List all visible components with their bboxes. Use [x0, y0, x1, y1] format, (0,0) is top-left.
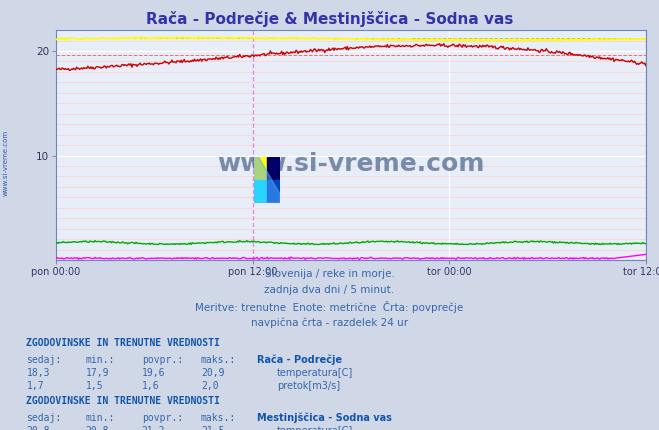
- Text: 20,9: 20,9: [201, 368, 225, 378]
- Text: temperatura[C]: temperatura[C]: [277, 368, 353, 378]
- Text: temperatura[C]: temperatura[C]: [277, 426, 353, 430]
- Text: sedaj:: sedaj:: [26, 413, 61, 423]
- Text: 1,6: 1,6: [142, 381, 159, 390]
- Text: 17,9: 17,9: [86, 368, 109, 378]
- Text: pretok[m3/s]: pretok[m3/s]: [277, 381, 340, 390]
- Text: 21,5: 21,5: [201, 426, 225, 430]
- Text: povpr.:: povpr.:: [142, 355, 183, 365]
- Text: ZGODOVINSKE IN TRENUTNE VREDNOSTI: ZGODOVINSKE IN TRENUTNE VREDNOSTI: [26, 338, 220, 347]
- Text: maks.:: maks.:: [201, 413, 236, 423]
- Text: Meritve: trenutne  Enote: metrične  Črta: povprečje: Meritve: trenutne Enote: metrične Črta: …: [195, 301, 464, 313]
- Text: 1,7: 1,7: [26, 381, 44, 390]
- Text: Rača - Podrečje & Mestinjščica - Sodna vas: Rača - Podrečje & Mestinjščica - Sodna v…: [146, 11, 513, 27]
- Text: navpična črta - razdelek 24 ur: navpična črta - razdelek 24 ur: [251, 318, 408, 328]
- Text: www.si-vreme.com: www.si-vreme.com: [2, 130, 9, 197]
- Text: min.:: min.:: [86, 355, 115, 365]
- Text: povpr.:: povpr.:: [142, 413, 183, 423]
- Text: 2,0: 2,0: [201, 381, 219, 390]
- Text: 18,3: 18,3: [26, 368, 50, 378]
- Text: maks.:: maks.:: [201, 355, 236, 365]
- Text: zadnja dva dni / 5 minut.: zadnja dva dni / 5 minut.: [264, 285, 395, 295]
- Text: Mestinjščica - Sodna vas: Mestinjščica - Sodna vas: [257, 413, 392, 423]
- Text: sedaj:: sedaj:: [26, 355, 61, 365]
- Text: Slovenija / reke in morje.: Slovenija / reke in morje.: [264, 269, 395, 279]
- Text: 20,8: 20,8: [26, 426, 50, 430]
- Text: ZGODOVINSKE IN TRENUTNE VREDNOSTI: ZGODOVINSKE IN TRENUTNE VREDNOSTI: [26, 396, 220, 405]
- Text: 1,5: 1,5: [86, 381, 103, 390]
- Text: 21,2: 21,2: [142, 426, 165, 430]
- Text: www.si-vreme.com: www.si-vreme.com: [217, 151, 484, 175]
- Text: min.:: min.:: [86, 413, 115, 423]
- Text: 19,6: 19,6: [142, 368, 165, 378]
- Text: 20,8: 20,8: [86, 426, 109, 430]
- Text: Rača - Podrečje: Rača - Podrečje: [257, 355, 342, 365]
